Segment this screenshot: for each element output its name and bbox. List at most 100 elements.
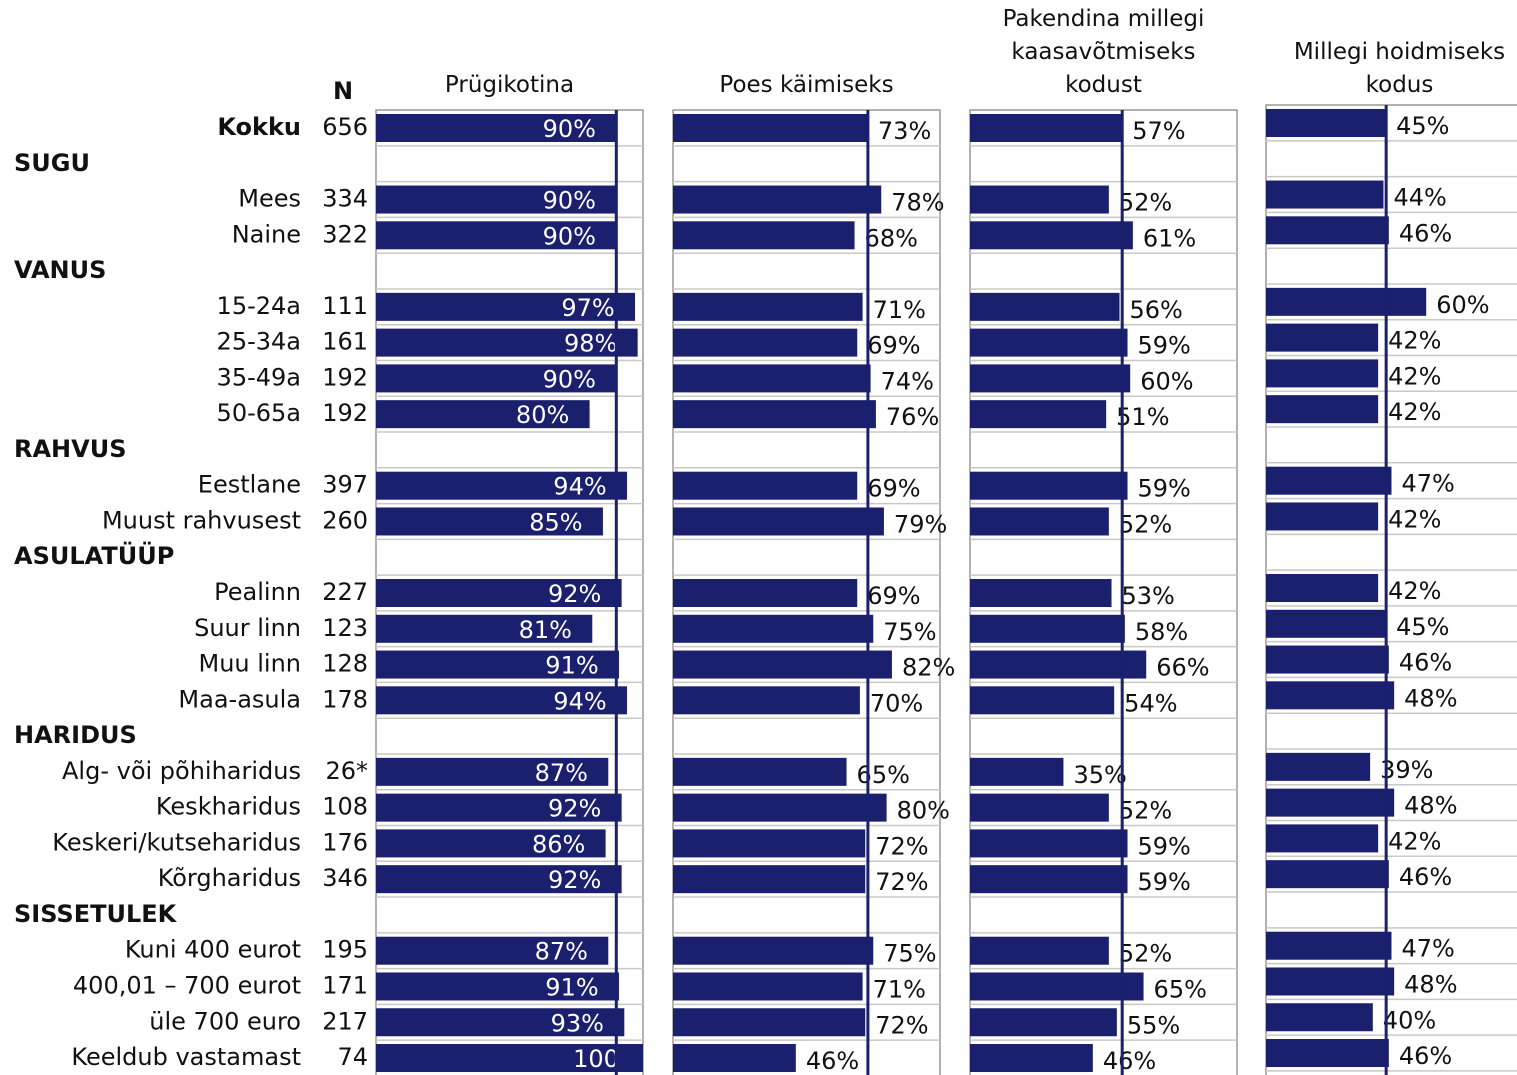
bar — [970, 936, 1109, 965]
bar — [673, 471, 858, 500]
row-label: Keeldub vastamast — [71, 1043, 301, 1071]
n-value: 171 — [322, 971, 368, 999]
bar — [376, 471, 627, 500]
bar — [1266, 752, 1371, 781]
bar — [970, 793, 1109, 822]
value-label: 85% — [529, 508, 582, 536]
bar — [1266, 109, 1387, 137]
value-label: 48% — [1404, 970, 1457, 998]
panel-title-box: Millegi hoidmiseks kodus — [1294, 39, 1505, 98]
n-value: 123 — [322, 614, 368, 642]
bar — [970, 185, 1109, 214]
row-label: 35-49a — [217, 363, 301, 391]
value-label: 46% — [806, 1047, 859, 1075]
value-label: 59% — [1138, 332, 1191, 360]
bar — [376, 507, 603, 536]
bar — [673, 328, 858, 357]
n-value: 192 — [322, 363, 368, 391]
row-label: 400,01 – 700 eurot — [73, 971, 301, 999]
value-label: 42% — [1388, 577, 1441, 605]
bar — [970, 757, 1064, 786]
bar — [376, 400, 590, 429]
row-label: üle 700 euro — [149, 1007, 301, 1035]
value-label: 78% — [891, 189, 944, 217]
panel-title: Poes käimiseks — [719, 72, 894, 98]
bar — [970, 1008, 1117, 1037]
value-label: 42% — [1388, 505, 1441, 533]
value-label: 91% — [545, 973, 598, 1001]
row-label: Pealinn — [214, 578, 301, 606]
bar — [1266, 466, 1392, 495]
value-label: 80% — [516, 401, 569, 429]
row-label: Eestlane — [198, 471, 301, 499]
value-label: 48% — [1404, 684, 1457, 712]
n-value: 178 — [322, 685, 368, 713]
row-label: Muust rahvusest — [102, 506, 301, 534]
value-label: 71% — [873, 296, 926, 324]
bar — [970, 507, 1109, 536]
bar — [1266, 609, 1387, 638]
bar — [970, 328, 1128, 357]
value-label: 100 — [573, 1045, 619, 1073]
value-label: 82% — [902, 654, 955, 682]
n-value: 161 — [322, 328, 368, 356]
bar — [376, 1008, 625, 1037]
value-label: 48% — [1404, 792, 1457, 820]
bar — [970, 650, 1147, 679]
n-value: 227 — [322, 578, 368, 606]
value-label: 42% — [1388, 398, 1441, 426]
value-label: 90% — [543, 222, 596, 250]
panel-title-box: Pakendina millegi kaasavõtmiseks kodust — [1002, 6, 1205, 98]
row-label: 25-34a — [217, 328, 301, 356]
n-header: N — [333, 77, 353, 105]
panel: Pakendina millegi kaasavõtmiseks kodust 5… — [969, 6, 1238, 1075]
value-label: 51% — [1116, 403, 1169, 431]
bar — [673, 185, 882, 214]
group-header: SUGU — [14, 149, 90, 177]
bar — [376, 364, 617, 393]
value-label: 75% — [883, 940, 936, 968]
row-label: Mees — [238, 185, 301, 213]
row-label: Naine — [232, 220, 301, 248]
bar — [970, 579, 1112, 608]
value-label: 66% — [1156, 654, 1209, 682]
panel: Prügikotina 90% 90% 90% 97% 98% 90% 80% 94% 85% 92… — [375, 72, 644, 1075]
group-header: ASULATÜÜP — [14, 540, 174, 570]
value-label: 97% — [561, 294, 614, 322]
value-label: 46% — [1399, 649, 1452, 677]
n-value: 397 — [322, 471, 368, 499]
value-label: 52% — [1119, 940, 1172, 968]
bar — [970, 400, 1107, 429]
value-label: 47% — [1401, 470, 1454, 498]
row-label: Muu linn — [198, 650, 301, 678]
bar — [673, 972, 863, 1001]
value-label: 93% — [551, 1009, 604, 1037]
row-label: Kuni 400 eurot — [125, 936, 301, 964]
bar — [673, 364, 871, 393]
n-value: 176 — [322, 828, 368, 856]
bar — [673, 865, 866, 894]
bar — [673, 757, 847, 786]
value-label: 73% — [878, 117, 931, 145]
n-value: 217 — [322, 1007, 368, 1035]
value-label: 39% — [1380, 756, 1433, 784]
value-label: 54% — [1124, 689, 1177, 717]
n-value: 111 — [322, 292, 368, 320]
bar — [970, 471, 1128, 500]
bar — [970, 829, 1128, 858]
bar — [673, 292, 863, 321]
bar — [1266, 323, 1379, 352]
value-label: 92% — [548, 580, 601, 608]
bar — [673, 1044, 796, 1073]
bar — [673, 1008, 866, 1037]
bar — [376, 292, 635, 321]
bar — [970, 364, 1131, 393]
value-label: 69% — [867, 475, 920, 503]
value-label: 52% — [1119, 510, 1172, 538]
panel-title: Pakendina millegi kaasavõtmiseks kodust — [1002, 6, 1205, 98]
bar — [1266, 931, 1392, 960]
value-label: 87% — [535, 938, 588, 966]
panel: Millegi hoidmiseks kodus 45% 44% 46% 60% 42% 4… — [1265, 39, 1517, 1075]
n-value: 656 — [322, 113, 368, 141]
